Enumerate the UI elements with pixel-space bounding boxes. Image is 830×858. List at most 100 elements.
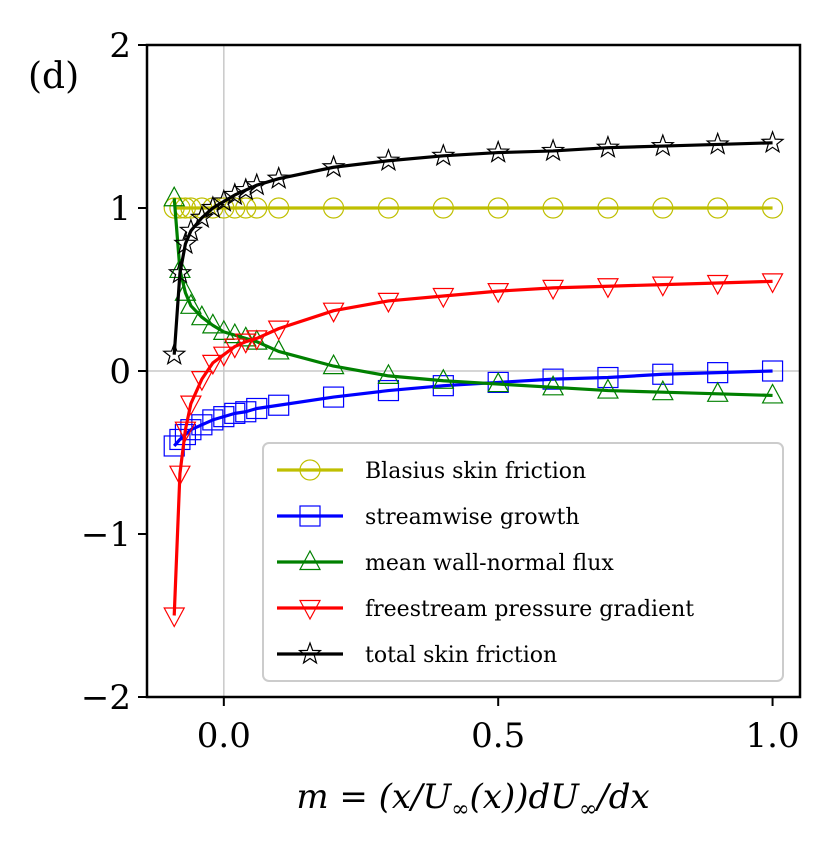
data-point-blasius-skin-friction [377,197,400,219]
data-point-blasius-skin-friction [235,197,257,219]
legend-box [262,442,784,682]
data-point-freestream-pressure-gradient [174,421,197,442]
data-point-total-skin-friction [167,260,193,284]
data-point-freestream-pressure-gradient [267,320,290,341]
data-point-mean-wall-normal-flux [234,326,257,347]
data-point-freestream-pressure-gradient [651,276,674,297]
legend-marker-total-skin-friction [297,641,323,665]
data-point-total-skin-friction [595,134,621,159]
data-point-mean-wall-normal-flux [212,319,235,340]
y-tick-label: −1 [81,515,131,555]
data-point-mean-wall-normal-flux [432,368,455,389]
y-tick-label: 0 [109,352,131,392]
series-layer [162,130,785,628]
data-point-blasius-skin-friction [487,197,509,219]
data-point-total-skin-friction [705,131,730,155]
data-point-streamwise-growth [761,360,784,382]
data-point-blasius-skin-friction [707,197,729,219]
legend-item-streamwise-growth: streamwise growth [277,505,580,530]
legend-item-freestream-pressure-gradient: freestream pressure gradient [277,597,694,622]
data-point-freestream-pressure-gradient [234,333,257,354]
legend-marker-streamwise-growth [299,505,321,527]
legend-label-mean-wall-normal-flux: mean wall-normal flux [365,551,614,576]
legend-marker-freestream-pressure-gradient [298,599,322,621]
legend-label-blasius-skin-friction: Blasius skin friction [365,459,586,484]
data-point-freestream-pressure-gradient [432,287,455,309]
data-point-total-skin-friction [650,133,675,157]
data-point-blasius-skin-friction [652,197,674,219]
data-point-mean-wall-normal-flux [190,304,213,326]
data-point-freestream-pressure-gradient [212,346,235,367]
series-line-mean-wall-normal-flux [172,198,773,398]
data-point-total-skin-friction [431,143,456,167]
data-point-blasius-skin-friction [246,197,268,219]
legend-label-freestream-pressure-gradient: freestream pressure gradient [365,597,694,622]
data-point-mean-wall-normal-flux [163,185,186,207]
data-point-total-skin-friction [321,154,346,178]
y-tick-label: 1 [109,189,131,229]
data-point-freestream-pressure-gradient [706,274,729,296]
data-point-blasius-skin-friction [597,197,619,219]
data-point-total-skin-friction [266,165,291,189]
data-point-blasius-skin-friction [322,197,345,219]
data-point-mean-wall-normal-flux [322,353,345,375]
data-point-freestream-pressure-gradient [761,273,784,294]
data-point-mean-wall-normal-flux [179,293,202,314]
data-point-mean-wall-normal-flux [267,339,290,360]
data-point-freestream-pressure-gradient [377,292,400,314]
data-point-freestream-pressure-gradient [179,395,202,416]
data-point-total-skin-friction [376,147,401,172]
series-streamwise-growth [163,360,784,457]
series-line-streamwise-growth [173,369,773,448]
legend-label-total-skin-friction: total skin friction [365,643,557,668]
series-line-total-skin-friction [172,141,773,355]
legend-label-streamwise-growth: streamwise growth [365,505,580,530]
data-point-mean-wall-normal-flux [201,313,224,334]
axis-ticks: 0.0 0.5 1.0 −2 −1 0 1 2 [81,26,800,756]
data-point-streamwise-growth [432,375,454,397]
data-point-total-skin-friction [233,177,258,201]
legend-item-blasius-skin-friction: Blasius skin friction [277,459,586,484]
data-point-mean-wall-normal-flux [761,383,784,404]
data-point-freestream-pressure-gradient [201,354,224,376]
data-point-total-skin-friction [173,231,198,255]
legend: Blasius skin friction streamwise growth me… [262,442,784,682]
data-point-total-skin-friction [200,195,225,219]
data-point-streamwise-growth [652,363,674,385]
data-point-total-skin-friction [244,172,269,196]
data-point-freestream-pressure-gradient [168,465,191,486]
data-point-streamwise-growth [213,406,235,428]
data-point-mean-wall-normal-flux [223,322,246,344]
x-tick-label: 1.0 [746,716,800,756]
data-point-streamwise-growth [224,402,246,424]
legend-marker-blasius-skin-friction [299,459,321,481]
x-tick-label: 0.0 [197,716,251,756]
data-point-total-skin-friction [178,218,204,242]
data-point-freestream-pressure-gradient [487,283,510,304]
data-point-streamwise-growth [246,397,268,420]
data-point-total-skin-friction [222,182,247,206]
data-point-mean-wall-normal-flux [487,371,510,393]
panel-label: (d) [28,56,79,97]
data-point-total-skin-friction [540,138,566,162]
data-point-mean-wall-normal-flux [377,363,400,384]
data-point-streamwise-growth [180,419,202,441]
data-point-mean-wall-normal-flux [596,378,619,399]
data-point-total-skin-friction [486,139,511,163]
data-point-streamwise-growth [268,394,290,416]
data-point-freestream-pressure-gradient [163,607,186,628]
grid-lines [147,45,800,697]
data-point-streamwise-growth [542,368,564,390]
data-point-mean-wall-normal-flux [174,280,197,301]
data-point-streamwise-growth [202,409,224,431]
data-point-total-skin-friction [760,130,785,154]
y-tick-label: −2 [81,678,131,718]
data-point-streamwise-growth [191,414,213,436]
data-point-blasius-skin-friction [761,197,784,219]
data-point-freestream-pressure-gradient [322,302,345,323]
series-line-freestream-pressure-gradient [172,279,773,616]
data-point-streamwise-growth [235,401,257,423]
x-axis-label: m = (x/U∞(x))dU∞/dx [296,777,649,822]
data-point-mean-wall-normal-flux [542,375,565,396]
